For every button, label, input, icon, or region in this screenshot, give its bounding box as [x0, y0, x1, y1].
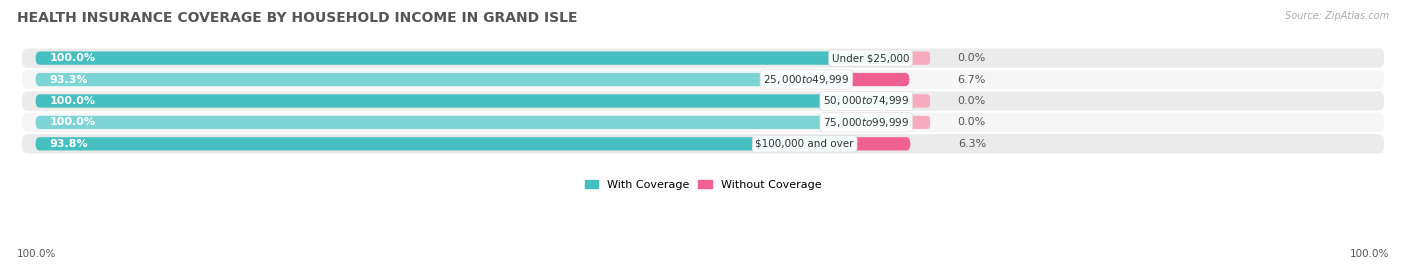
- Text: 100.0%: 100.0%: [17, 249, 56, 259]
- Text: $50,000 to $74,999: $50,000 to $74,999: [823, 94, 910, 107]
- Text: HEALTH INSURANCE COVERAGE BY HOUSEHOLD INCOME IN GRAND ISLE: HEALTH INSURANCE COVERAGE BY HOUSEHOLD I…: [17, 11, 578, 25]
- FancyBboxPatch shape: [22, 113, 1384, 132]
- Legend: With Coverage, Without Coverage: With Coverage, Without Coverage: [585, 180, 821, 190]
- FancyBboxPatch shape: [849, 73, 910, 86]
- FancyBboxPatch shape: [35, 116, 917, 129]
- FancyBboxPatch shape: [853, 137, 910, 150]
- Text: $25,000 to $49,999: $25,000 to $49,999: [763, 73, 849, 86]
- FancyBboxPatch shape: [910, 94, 929, 108]
- FancyBboxPatch shape: [35, 94, 917, 108]
- FancyBboxPatch shape: [35, 52, 917, 65]
- Text: 93.8%: 93.8%: [49, 139, 89, 149]
- Text: 100.0%: 100.0%: [49, 53, 96, 63]
- Text: 6.3%: 6.3%: [959, 139, 987, 149]
- Text: Source: ZipAtlas.com: Source: ZipAtlas.com: [1285, 11, 1389, 21]
- Text: 0.0%: 0.0%: [957, 117, 986, 127]
- Text: 0.0%: 0.0%: [957, 53, 986, 63]
- FancyBboxPatch shape: [22, 70, 1384, 89]
- FancyBboxPatch shape: [22, 49, 1384, 68]
- Text: 100.0%: 100.0%: [1350, 249, 1389, 259]
- Text: 93.3%: 93.3%: [49, 75, 89, 85]
- Text: $75,000 to $99,999: $75,000 to $99,999: [823, 116, 910, 129]
- FancyBboxPatch shape: [22, 91, 1384, 111]
- Text: 100.0%: 100.0%: [49, 96, 96, 106]
- Text: 0.0%: 0.0%: [957, 96, 986, 106]
- FancyBboxPatch shape: [35, 73, 856, 86]
- Text: 6.7%: 6.7%: [957, 75, 986, 85]
- FancyBboxPatch shape: [22, 134, 1384, 153]
- Text: 100.0%: 100.0%: [49, 117, 96, 127]
- FancyBboxPatch shape: [910, 116, 929, 129]
- Text: $100,000 and over: $100,000 and over: [755, 139, 853, 149]
- FancyBboxPatch shape: [910, 52, 929, 65]
- Text: Under $25,000: Under $25,000: [832, 53, 910, 63]
- FancyBboxPatch shape: [35, 137, 860, 150]
